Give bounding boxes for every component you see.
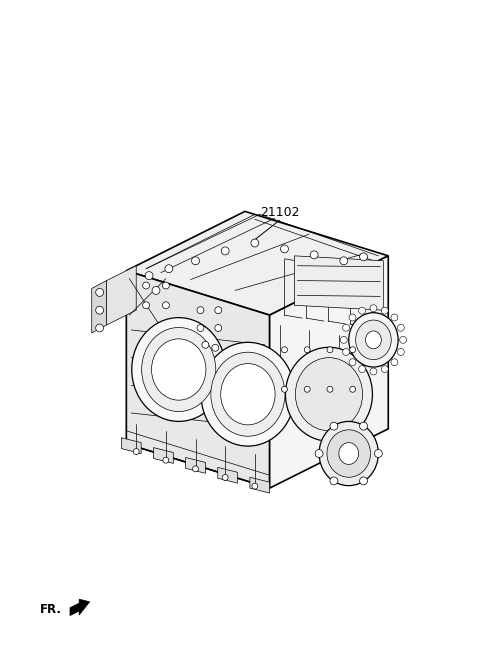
Circle shape — [391, 314, 398, 321]
Ellipse shape — [349, 312, 398, 367]
Polygon shape — [218, 468, 238, 483]
Circle shape — [133, 449, 139, 455]
Circle shape — [343, 324, 349, 331]
Polygon shape — [126, 271, 270, 488]
Circle shape — [192, 257, 200, 265]
Circle shape — [359, 365, 366, 373]
Circle shape — [350, 346, 356, 352]
Circle shape — [202, 341, 209, 348]
Ellipse shape — [152, 339, 206, 400]
Ellipse shape — [211, 352, 285, 436]
Circle shape — [381, 307, 388, 314]
Circle shape — [197, 324, 204, 331]
Circle shape — [315, 449, 323, 457]
Circle shape — [162, 302, 169, 309]
Ellipse shape — [286, 347, 372, 441]
Circle shape — [359, 307, 366, 314]
Ellipse shape — [339, 443, 359, 464]
Circle shape — [330, 477, 338, 485]
Circle shape — [370, 305, 377, 312]
Circle shape — [162, 282, 169, 289]
Circle shape — [374, 449, 383, 457]
Circle shape — [360, 253, 368, 261]
Circle shape — [145, 272, 153, 280]
Circle shape — [152, 286, 160, 294]
Circle shape — [96, 307, 104, 314]
Circle shape — [197, 307, 204, 314]
Ellipse shape — [319, 421, 378, 485]
Circle shape — [215, 307, 222, 314]
Ellipse shape — [366, 331, 381, 348]
Text: FR.: FR. — [40, 603, 62, 616]
Circle shape — [215, 324, 222, 331]
Circle shape — [360, 477, 368, 485]
Text: 21102: 21102 — [260, 206, 300, 219]
Ellipse shape — [142, 328, 216, 411]
Circle shape — [252, 483, 258, 489]
Circle shape — [350, 386, 356, 392]
Circle shape — [400, 337, 407, 343]
Polygon shape — [70, 599, 90, 616]
Circle shape — [381, 365, 388, 373]
Polygon shape — [92, 280, 107, 333]
Circle shape — [96, 288, 104, 296]
Circle shape — [281, 386, 288, 392]
Circle shape — [165, 265, 173, 272]
Polygon shape — [121, 438, 141, 453]
Polygon shape — [154, 447, 173, 463]
Polygon shape — [107, 266, 136, 325]
Ellipse shape — [132, 318, 226, 421]
Circle shape — [143, 302, 150, 309]
Circle shape — [330, 422, 338, 430]
Polygon shape — [294, 256, 384, 310]
Polygon shape — [186, 457, 205, 474]
Ellipse shape — [201, 343, 295, 446]
Circle shape — [397, 348, 404, 356]
Circle shape — [96, 324, 104, 332]
Polygon shape — [270, 256, 388, 488]
Circle shape — [163, 457, 169, 463]
Circle shape — [192, 466, 199, 472]
Ellipse shape — [356, 320, 391, 360]
Circle shape — [310, 251, 318, 259]
Ellipse shape — [221, 364, 275, 425]
Circle shape — [340, 257, 348, 265]
Circle shape — [212, 345, 219, 351]
Circle shape — [222, 474, 228, 481]
Circle shape — [327, 346, 333, 352]
Circle shape — [280, 245, 288, 253]
Polygon shape — [126, 212, 388, 315]
Circle shape — [304, 386, 310, 392]
Circle shape — [281, 346, 288, 352]
Circle shape — [221, 247, 229, 255]
Circle shape — [349, 359, 356, 365]
Polygon shape — [250, 477, 270, 493]
Circle shape — [349, 314, 356, 321]
Circle shape — [304, 346, 310, 352]
Circle shape — [370, 368, 377, 375]
Ellipse shape — [327, 430, 371, 477]
Circle shape — [327, 386, 333, 392]
Circle shape — [340, 337, 347, 343]
Circle shape — [360, 422, 368, 430]
Circle shape — [251, 239, 259, 247]
Ellipse shape — [295, 358, 362, 431]
Circle shape — [143, 282, 150, 289]
Circle shape — [343, 348, 349, 356]
Circle shape — [391, 359, 398, 365]
Circle shape — [397, 324, 404, 331]
